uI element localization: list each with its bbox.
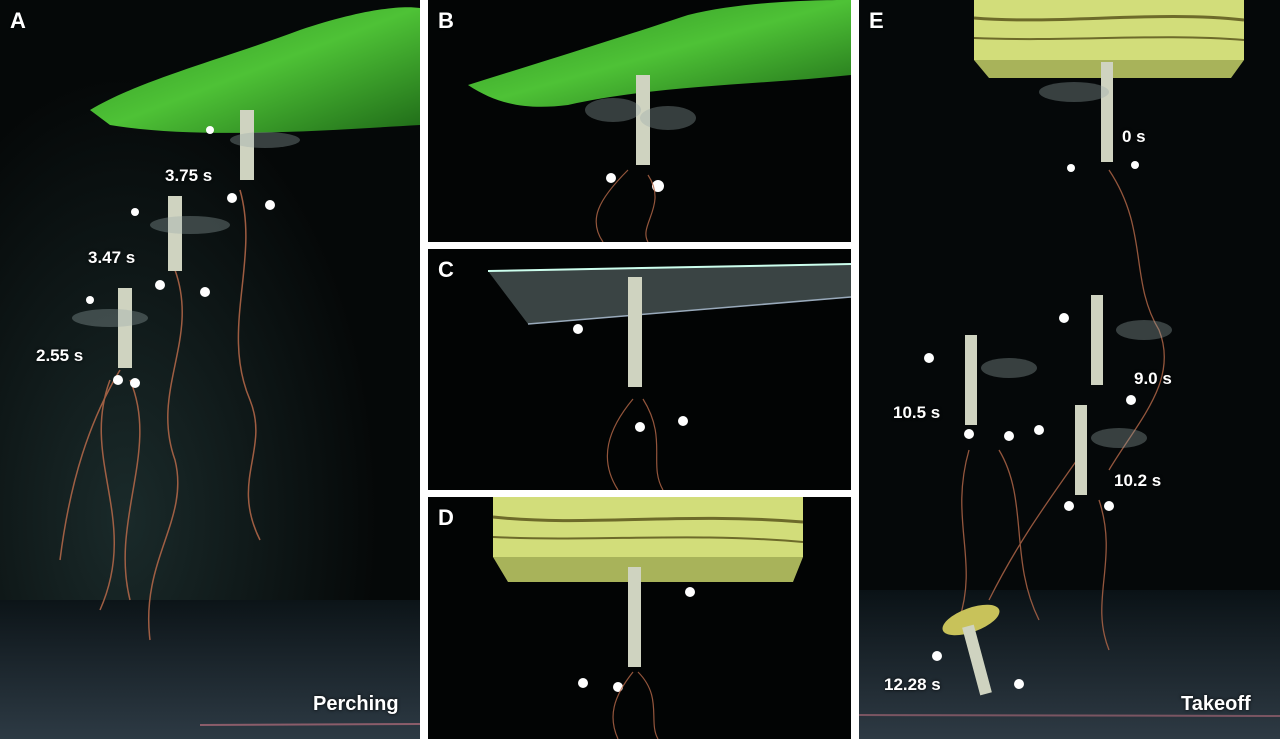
panel-d: D	[428, 497, 851, 739]
robot-9s	[1059, 295, 1172, 405]
panel-a-photo	[0, 0, 420, 739]
time-label: 10.2 s	[1114, 471, 1162, 490]
time-label: 9.0 s	[1134, 369, 1172, 388]
panel-label-a: A	[10, 8, 26, 33]
glass-plate	[488, 264, 851, 324]
panel-e: E 0 s 9.0 s 10.5 s 10.2 s 12.28 s Takeof…	[859, 0, 1280, 739]
robot-1	[206, 110, 300, 210]
panel-caption: Perching	[313, 693, 399, 715]
robot-0s	[1039, 62, 1139, 172]
wood-block	[493, 497, 803, 557]
panel-d-photo	[428, 497, 851, 739]
leaf	[90, 7, 420, 133]
time-label: 2.55 s	[36, 346, 84, 365]
wood-block	[974, 0, 1244, 60]
panel-b-photo	[428, 0, 851, 242]
robot-10-2s	[1034, 405, 1147, 511]
panel-caption: Takeoff	[1181, 693, 1251, 715]
panel-c-photo	[428, 249, 851, 490]
time-label: 0 s	[1122, 127, 1146, 146]
robot-2	[131, 196, 230, 297]
panel-c: C	[428, 249, 851, 490]
robot-10-5s	[924, 335, 1037, 441]
panel-b: B	[428, 0, 851, 242]
panel-label-c: C	[438, 257, 454, 282]
panel-label-e: E	[869, 8, 884, 33]
robot-12-28s	[932, 604, 1024, 696]
leaf	[468, 0, 851, 107]
robot-3	[72, 288, 148, 388]
time-label: 12.28 s	[884, 675, 941, 694]
panel-e-photo	[859, 0, 1280, 739]
panel-label-b: B	[438, 8, 454, 33]
time-label: 10.5 s	[893, 403, 941, 422]
panel-a: A 3.75 s 3.47 s 2.55 s Perching	[0, 0, 420, 739]
panel-label-d: D	[438, 505, 454, 530]
time-label: 3.75 s	[165, 166, 213, 185]
time-label: 3.47 s	[88, 248, 136, 267]
